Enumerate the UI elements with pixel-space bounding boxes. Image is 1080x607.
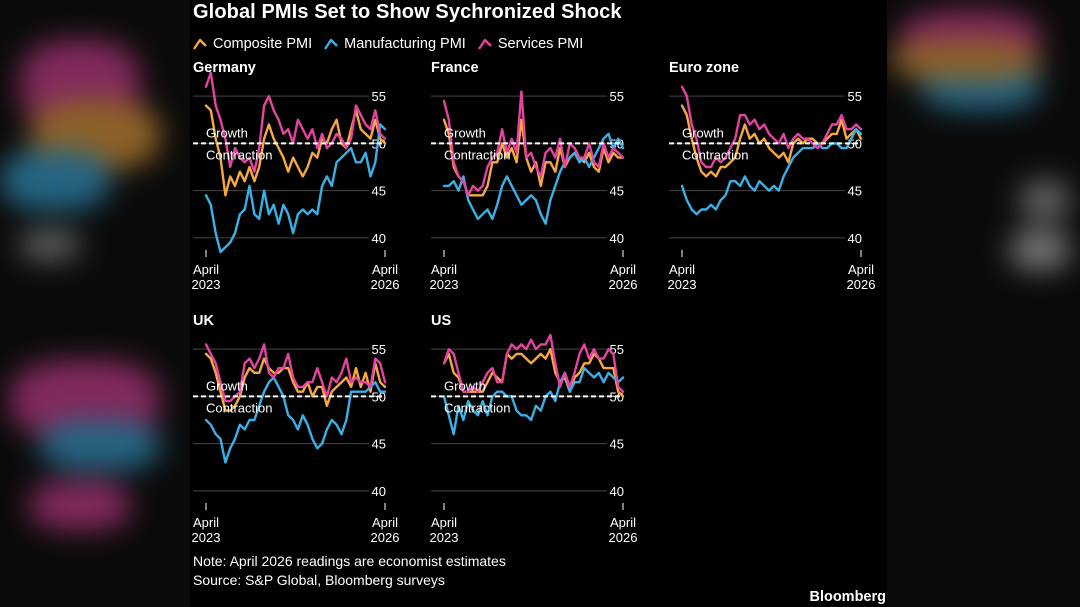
services-swatch-icon xyxy=(477,38,492,50)
composite-swatch-icon xyxy=(193,38,207,50)
y-tick-label-40: 40 xyxy=(848,231,862,246)
legend-item-services: Services PMI xyxy=(477,36,584,52)
y-tick-label-55: 55 xyxy=(610,342,624,357)
chart-us: US55504540GrowthContractionApril2023Apri… xyxy=(430,313,638,545)
growth-label: Growth xyxy=(206,125,248,140)
growth-label: Growth xyxy=(444,378,486,393)
x-label-start-year: 2023 xyxy=(192,277,221,292)
series-line-composite xyxy=(442,348,625,398)
x-label-start-year: 2023 xyxy=(430,277,459,292)
x-label-start-year: 2023 xyxy=(192,530,221,545)
x-label-end-month: April xyxy=(610,515,636,530)
growth-label: Growth xyxy=(682,125,724,140)
y-tick-label-45: 45 xyxy=(372,184,386,199)
chart-germany: Germany55504540GrowthContractionApril202… xyxy=(192,60,400,292)
y-tick-label-40: 40 xyxy=(372,484,386,499)
x-label-start-month: April xyxy=(669,262,695,277)
y-tick-label-45: 45 xyxy=(372,437,386,452)
series-line-manufacturing xyxy=(680,127,863,216)
chart-title-france: France xyxy=(431,60,479,76)
y-tick-label-40: 40 xyxy=(372,231,386,246)
chart-uk: UK55504540GrowthContractionApril2023Apri… xyxy=(192,313,400,545)
legend: Composite PMI Manufacturing PMI Services… xyxy=(193,35,595,53)
chart-title: Global PMIs Set to Show Sychronized Shoc… xyxy=(193,1,622,23)
chart-title-us: US xyxy=(431,313,451,329)
x-label-end-year: 2026 xyxy=(609,277,638,292)
contraction-label: Contraction xyxy=(444,147,510,162)
x-label-end-month: April xyxy=(372,515,398,530)
contraction-label: Contraction xyxy=(206,147,272,162)
y-tick-label-45: 45 xyxy=(848,184,862,199)
blurred-background-right xyxy=(890,0,1080,607)
x-label-end-year: 2026 xyxy=(371,277,400,292)
x-label-end-year: 2026 xyxy=(609,530,638,545)
series-line-composite xyxy=(680,104,863,178)
series-line-composite xyxy=(204,352,387,412)
x-label-start-year: 2023 xyxy=(668,277,697,292)
contraction-label: Contraction xyxy=(682,147,748,162)
x-label-start-month: April xyxy=(431,262,457,277)
chart-title-germany: Germany xyxy=(193,60,256,76)
legend-label-services: Services PMI xyxy=(497,36,584,52)
x-label-end-year: 2026 xyxy=(847,277,876,292)
series-line-services xyxy=(204,71,387,173)
y-tick-label-55: 55 xyxy=(848,89,862,104)
x-label-end-year: 2026 xyxy=(371,530,400,545)
footnote: Note: April 2026 readings are economist … xyxy=(193,552,506,590)
chart-euro-zone: Euro zone55504540GrowthContractionApril2… xyxy=(668,60,876,292)
legend-item-composite: Composite PMI xyxy=(193,36,312,52)
chart-france: France55504540GrowthContractionApril2023… xyxy=(430,60,638,292)
y-tick-label-45: 45 xyxy=(610,184,624,199)
chart-panel: Global PMIs Set to Show Sychronized Shoc… xyxy=(190,0,887,607)
contraction-label: Contraction xyxy=(206,400,272,415)
series-line-manufacturing xyxy=(204,376,387,464)
chart-title-uk: UK xyxy=(193,313,214,329)
x-label-end-month: April xyxy=(610,262,636,277)
bloomberg-logo: Bloomberg xyxy=(809,589,886,605)
y-tick-label-55: 55 xyxy=(372,89,386,104)
series-line-services xyxy=(680,85,863,169)
series-line-composite xyxy=(442,118,625,197)
y-tick-label-40: 40 xyxy=(610,484,624,499)
note-text: Note: April 2026 readings are economist … xyxy=(193,553,506,569)
x-label-start-month: April xyxy=(193,262,219,277)
blurred-background-left xyxy=(0,0,190,607)
source-text: Source: S&P Global, Bloomberg surveys xyxy=(193,572,445,588)
y-tick-label-55: 55 xyxy=(372,342,386,357)
x-label-end-month: April xyxy=(372,262,398,277)
growth-label: Growth xyxy=(444,125,486,140)
x-label-end-month: April xyxy=(848,262,874,277)
legend-label-manufacturing: Manufacturing PMI xyxy=(344,36,466,52)
x-label-start-month: April xyxy=(431,515,457,530)
x-label-start-year: 2023 xyxy=(430,530,459,545)
series-line-services xyxy=(442,90,625,197)
y-tick-label-40: 40 xyxy=(610,231,624,246)
legend-label-composite: Composite PMI xyxy=(213,36,313,52)
contraction-label: Contraction xyxy=(444,400,510,415)
chart-title-euro-zone: Euro zone xyxy=(669,60,739,76)
series-line-manufacturing xyxy=(204,123,387,254)
series-line-manufacturing xyxy=(442,366,625,436)
growth-label: Growth xyxy=(206,378,248,393)
small-multiples-charts: Germany55504540GrowthContractionApril202… xyxy=(192,60,876,545)
y-tick-label-45: 45 xyxy=(610,437,624,452)
y-tick-label-55: 55 xyxy=(610,89,624,104)
series-line-services xyxy=(442,333,625,393)
x-label-start-month: April xyxy=(193,515,219,530)
legend-item-manufacturing: Manufacturing PMI xyxy=(324,36,466,52)
manufacturing-swatch-icon xyxy=(324,38,338,50)
